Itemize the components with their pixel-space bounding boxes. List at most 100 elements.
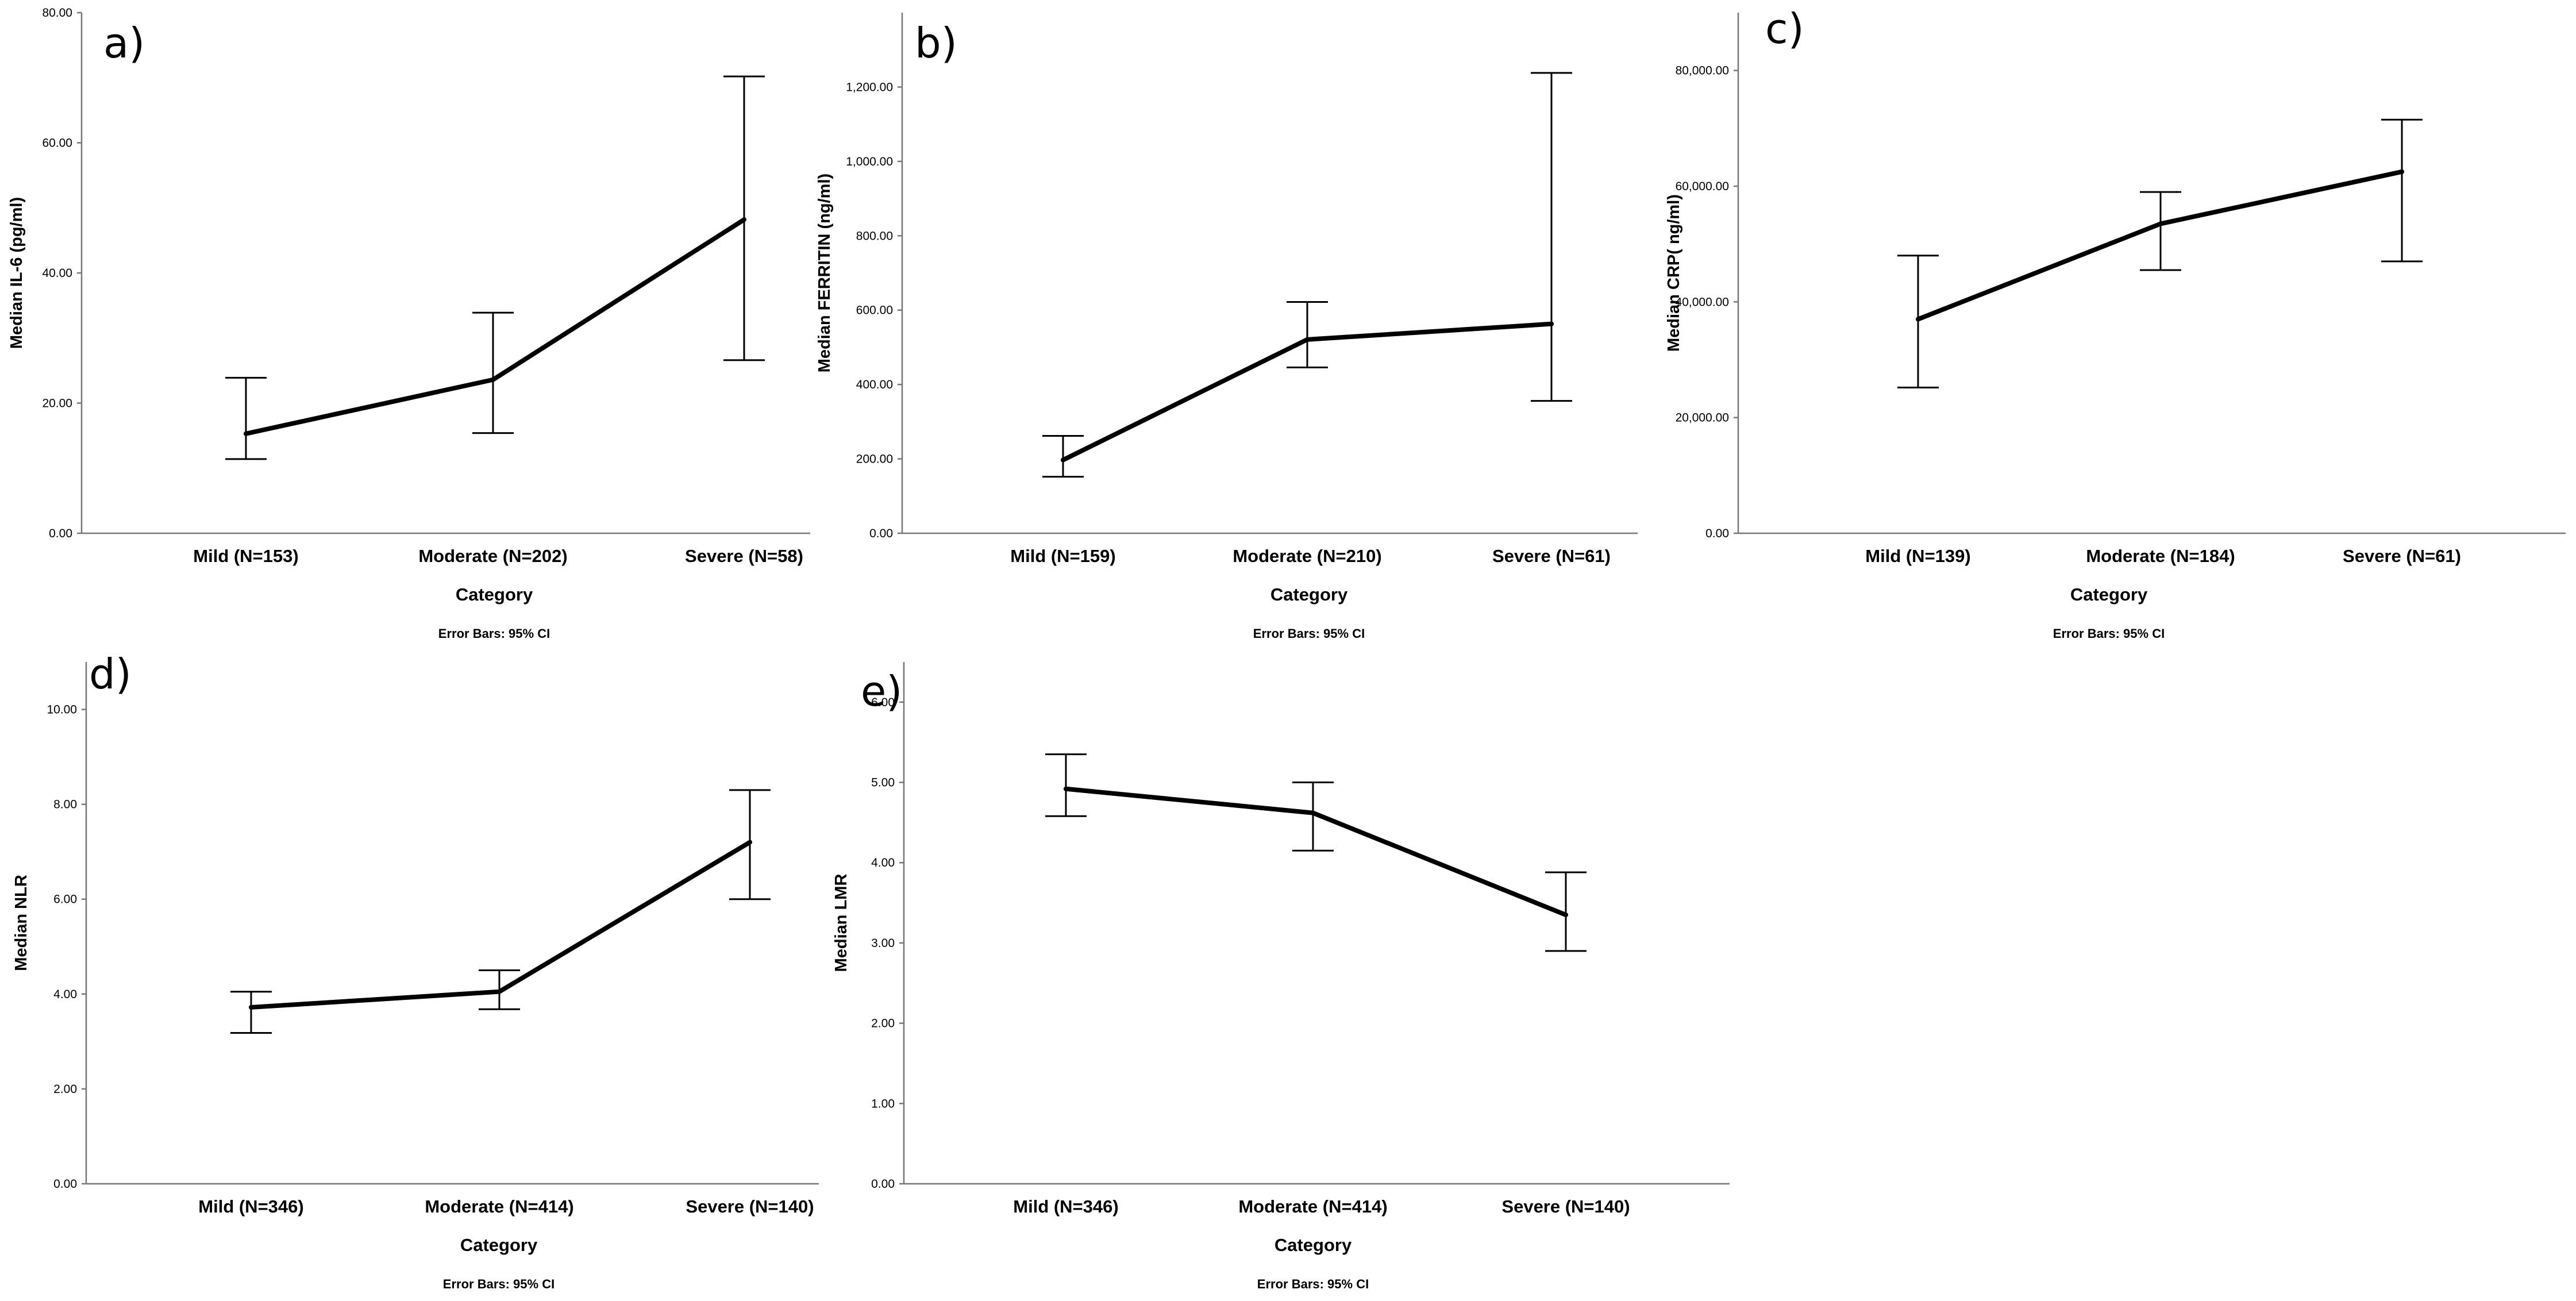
x-category-label: Severe (N=140) <box>1501 1196 1630 1217</box>
y-tick-label: 0.00 <box>53 1177 77 1191</box>
y-tick-label: 6.00 <box>871 696 895 709</box>
data-point <box>497 989 502 994</box>
y-tick-label: 60,000.00 <box>1676 180 1729 193</box>
median-line <box>249 840 752 1010</box>
y-axis-title: Median LMR <box>832 874 850 972</box>
data-point <box>491 377 495 382</box>
error-bars-note: Error Bars: 95% CI <box>438 626 550 641</box>
y-tick-label: 2.00 <box>53 1083 77 1096</box>
data-point <box>2400 169 2404 174</box>
x-category-label: Mild (N=346) <box>198 1196 303 1217</box>
data-point <box>2158 221 2163 226</box>
y-tick-label: 200.00 <box>856 453 893 466</box>
data-point <box>1061 457 1065 463</box>
panel-letter: a) <box>103 19 145 67</box>
y-axis-title: Median FERRITIN (ng/ml) <box>815 174 834 372</box>
panel-letter: e) <box>861 667 902 715</box>
y-tick-label: 2.00 <box>871 1017 895 1030</box>
error-bar <box>1292 782 1334 852</box>
data-point <box>249 1004 253 1010</box>
error-bar <box>1897 255 1939 388</box>
error-bars-note: Error Bars: 95% CI <box>1253 626 1365 641</box>
error-bar <box>472 311 514 434</box>
y-tick-label: 0.00 <box>1705 527 1729 540</box>
y-tick-label: 10.00 <box>47 703 77 717</box>
x-axis-title: Category <box>460 1235 538 1255</box>
data-point <box>244 431 248 436</box>
panel-letter: d) <box>89 650 132 698</box>
error-bar <box>225 376 267 460</box>
chart-panel-4: 0.00 2.00 4.00 6.00 8.00 10.00 Mild (N=346) Mod… <box>12 650 819 1291</box>
chart-panel-3: 0.00 20,000.00 40,000.00 60,000.00 80,000.00… <box>1665 5 2566 641</box>
x-category-label: Moderate (N=210) <box>1233 546 1381 566</box>
data-point <box>1305 337 1310 342</box>
x-axis-title: Category <box>1270 584 1348 605</box>
y-axis-title: Median NLR <box>12 875 30 971</box>
x-axis-title: Category <box>456 584 533 605</box>
error-bars-note: Error Bars: 95% CI <box>443 1277 555 1291</box>
x-category-label: Mild (N=159) <box>1010 546 1115 566</box>
y-tick-label: 20,000.00 <box>1676 411 1729 425</box>
x-category-label: Moderate (N=414) <box>1238 1196 1387 1217</box>
y-tick-label: 6.00 <box>53 893 77 906</box>
y-tick-label: 40.00 <box>42 267 72 280</box>
x-category-label: Moderate (N=184) <box>2086 546 2235 566</box>
panel-letter: c) <box>1765 5 1804 53</box>
y-tick-label: 0.00 <box>49 527 72 540</box>
y-tick-label: 4.00 <box>871 856 895 869</box>
y-tick-label: 0.00 <box>871 1177 895 1191</box>
error-bar <box>1531 72 1572 402</box>
y-tick-label: 3.00 <box>871 937 895 950</box>
data-point <box>748 840 752 845</box>
chart-panel-2: 0.00 200.00 400.00 600.00 800.00 1,000.00 1,20… <box>815 13 1638 641</box>
error-bar <box>2140 191 2181 271</box>
x-category-label: Severe (N=61) <box>2343 546 2461 566</box>
data-point <box>1311 810 1315 815</box>
y-tick-label: 80,000.00 <box>1676 64 1729 78</box>
x-axis-title: Category <box>2070 584 2148 605</box>
x-category-label: Moderate (N=414) <box>425 1196 573 1217</box>
y-tick-label: 4.00 <box>53 988 77 1001</box>
x-category-label: Severe (N=58) <box>685 546 803 566</box>
x-category-label: Severe (N=140) <box>686 1196 814 1217</box>
y-tick-label: 400.00 <box>856 378 893 391</box>
y-tick-label: 600.00 <box>856 304 893 317</box>
y-tick-label: 1,200.00 <box>846 80 893 94</box>
y-tick-label: 0.00 <box>869 527 893 540</box>
y-tick-label: 8.00 <box>53 798 77 811</box>
y-tick-label: 1.00 <box>871 1097 895 1110</box>
x-axis-title: Category <box>1274 1235 1352 1255</box>
x-category-label: Severe (N=61) <box>1492 546 1611 566</box>
data-point <box>1916 317 1920 322</box>
y-tick-label: 20.00 <box>42 397 72 410</box>
y-tick-label: 1,000.00 <box>846 155 893 168</box>
data-point <box>1564 913 1568 918</box>
error-bar <box>2381 118 2423 263</box>
data-point <box>1549 321 1554 326</box>
median-line <box>1064 786 1568 918</box>
x-category-label: Moderate (N=202) <box>418 546 567 566</box>
error-bar <box>230 991 272 1034</box>
y-axis-title: Median CRP( ng/ml) <box>1665 194 1683 352</box>
panel-letter: b) <box>915 19 957 67</box>
y-tick-label: 60.00 <box>42 137 72 150</box>
y-tick-label: 80.00 <box>42 6 72 20</box>
y-tick-label: 5.00 <box>871 776 895 790</box>
x-category-label: Mild (N=346) <box>1013 1196 1118 1217</box>
chart-panel-1: 0.00 20.00 40.00 60.00 80.00 Mild (N=153) Mode… <box>7 6 810 641</box>
y-axis-title: Median IL-6 (pg/ml) <box>7 197 26 349</box>
median-line <box>244 217 746 436</box>
data-point <box>1064 786 1068 791</box>
error-bar <box>1545 871 1587 952</box>
error-bar <box>1045 753 1087 817</box>
error-bars-note: Error Bars: 95% CI <box>1257 1277 1369 1291</box>
chart-panel-5: 0.00 1.00 2.00 3.00 4.00 5.00 6.00 Mild (N=346)… <box>832 662 1730 1291</box>
error-bars-note: Error Bars: 95% CI <box>2053 626 2165 641</box>
x-category-label: Mild (N=153) <box>193 546 298 566</box>
data-point <box>742 217 746 222</box>
x-category-label: Mild (N=139) <box>1865 546 1970 566</box>
y-tick-label: 800.00 <box>856 229 893 243</box>
error-bar <box>1287 301 1328 368</box>
y-tick-label: 40,000.00 <box>1676 295 1729 309</box>
